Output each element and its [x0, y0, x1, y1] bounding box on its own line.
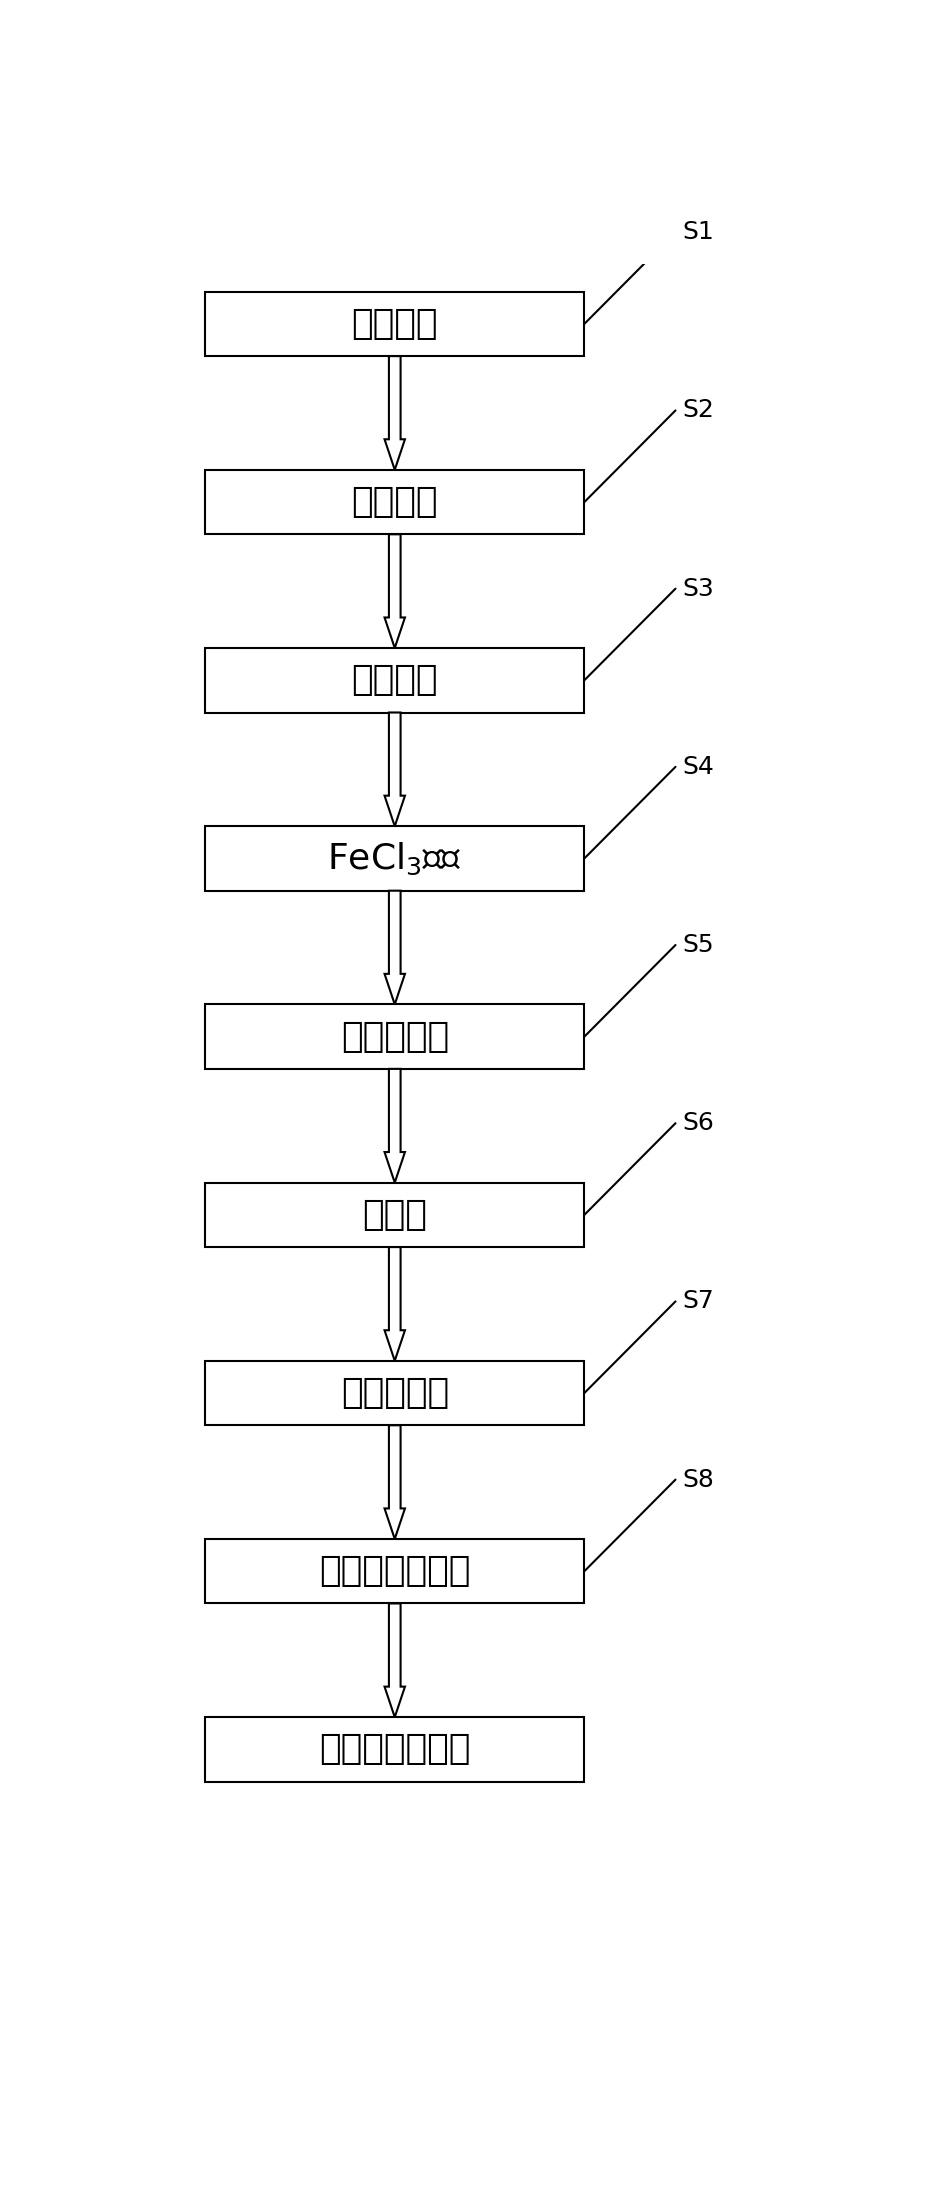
Text: S4: S4 — [683, 754, 714, 778]
Text: 微蚀刻: 微蚀刻 — [362, 1197, 427, 1232]
Text: 制备阻焊层: 制备阻焊层 — [341, 1375, 449, 1411]
Text: 线路制作: 线路制作 — [352, 485, 438, 520]
Text: 贴覆盖膜: 贴覆盖膜 — [352, 663, 438, 696]
Polygon shape — [385, 1069, 405, 1184]
Text: FeCl$_3$蚀刻: FeCl$_3$蚀刻 — [327, 840, 462, 877]
Text: S2: S2 — [683, 399, 714, 423]
Text: 准备材料: 准备材料 — [352, 306, 438, 342]
Polygon shape — [385, 1605, 405, 1717]
Text: S3: S3 — [683, 577, 714, 602]
Polygon shape — [385, 357, 405, 469]
Text: 选择性蚀刻: 选择性蚀刻 — [341, 1020, 449, 1054]
Polygon shape — [385, 890, 405, 1005]
Bar — [205, 1184, 584, 1247]
Text: S1: S1 — [683, 220, 714, 245]
Bar — [205, 1360, 584, 1426]
Bar — [205, 1005, 584, 1069]
Bar — [205, 648, 584, 712]
Text: S5: S5 — [683, 932, 714, 957]
Text: 单面柔性线路板: 单面柔性线路板 — [319, 1732, 470, 1765]
Polygon shape — [385, 1247, 405, 1360]
Text: S6: S6 — [683, 1111, 714, 1135]
Bar — [205, 291, 584, 357]
Bar — [205, 469, 584, 533]
Bar — [205, 826, 584, 890]
Bar — [205, 1717, 584, 1781]
Polygon shape — [385, 1426, 405, 1538]
Bar — [205, 1538, 584, 1605]
Text: 制备表面处理层: 制备表面处理层 — [319, 1554, 470, 1589]
Text: S7: S7 — [683, 1289, 714, 1314]
Polygon shape — [385, 533, 405, 648]
Text: S8: S8 — [683, 1468, 714, 1492]
Polygon shape — [385, 712, 405, 826]
